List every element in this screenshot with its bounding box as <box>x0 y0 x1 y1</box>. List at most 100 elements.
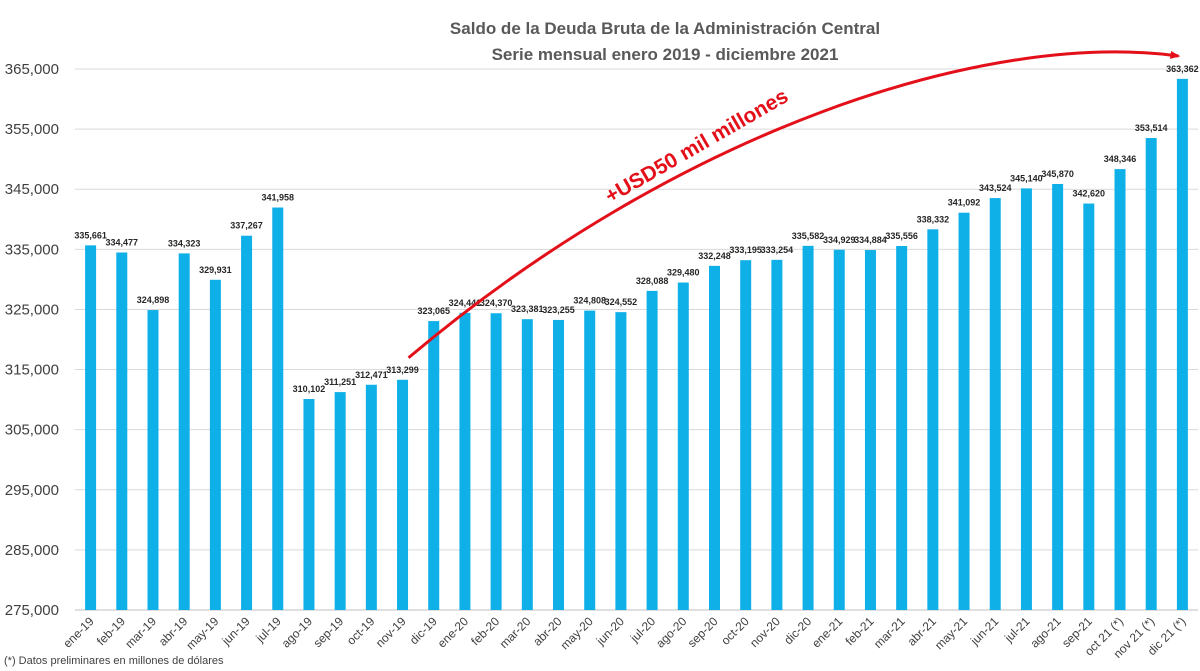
bar <box>209 279 221 610</box>
data-label: 341,092 <box>948 198 981 208</box>
x-tick-label: nov-19 <box>373 614 409 650</box>
y-tick-label: 275,000 <box>5 602 59 619</box>
chart-subtitle: Serie mensual enero 2019 - diciembre 202… <box>492 45 839 64</box>
x-tick-label: oct-20 <box>718 614 752 648</box>
data-label: 328,088 <box>636 276 669 286</box>
gridlines <box>75 68 1198 611</box>
x-tick-label: mar-21 <box>871 614 908 651</box>
x-tick-label: ene-20 <box>435 614 472 651</box>
bar <box>771 259 783 610</box>
bar <box>553 319 565 610</box>
data-label: 345,140 <box>1010 173 1043 183</box>
y-tick-label: 355,000 <box>5 121 59 138</box>
bar <box>490 313 502 610</box>
x-tick-label: ago-21 <box>1027 614 1064 651</box>
bar <box>864 250 876 610</box>
bar <box>927 229 939 610</box>
data-label: 343,524 <box>979 183 1012 193</box>
data-label: 310,102 <box>293 384 326 394</box>
bar <box>740 260 752 610</box>
bar <box>708 265 720 610</box>
data-label: 333,254 <box>761 245 794 255</box>
y-axis: 275,000 285,000 295,000 305,000 315,000 325,0… <box>5 61 59 619</box>
bar <box>1052 183 1064 610</box>
bar <box>85 245 97 610</box>
bar <box>303 398 315 610</box>
data-label: 324,898 <box>137 295 170 305</box>
bar <box>521 319 533 610</box>
bar <box>989 198 1001 611</box>
y-tick-label: 325,000 <box>5 301 59 318</box>
data-label: 333,195 <box>729 245 762 255</box>
data-label: 324,441 <box>449 298 482 308</box>
bar <box>365 384 377 610</box>
data-label: 323,255 <box>542 305 575 315</box>
data-label: 313,299 <box>386 365 419 375</box>
x-tick-label: mar-20 <box>497 614 534 651</box>
bar <box>178 253 190 610</box>
bar <box>677 282 689 610</box>
bar <box>896 245 908 610</box>
y-tick-label: 315,000 <box>5 362 59 379</box>
data-label: 334,929 <box>823 235 856 245</box>
data-label: 338,332 <box>917 214 950 224</box>
data-label: 337,267 <box>230 221 263 231</box>
bar <box>334 392 346 610</box>
x-tick-label: may-21 <box>932 614 970 652</box>
data-label: 323,381 <box>511 304 544 314</box>
data-label: 348,346 <box>1104 154 1137 164</box>
y-tick-label: 305,000 <box>5 422 59 439</box>
data-label: 324,370 <box>480 298 513 308</box>
x-tick-label: ene-19 <box>60 614 97 651</box>
x-tick-label: sep-19 <box>310 614 346 650</box>
x-tick-label: may-19 <box>183 614 221 652</box>
x-tick-label: may-20 <box>558 614 596 652</box>
data-label: 345,870 <box>1041 169 1074 179</box>
data-label: 324,808 <box>573 296 606 306</box>
bar <box>1114 169 1126 610</box>
x-tick-label: jun-19 <box>218 614 252 648</box>
bar <box>802 245 814 610</box>
bar <box>428 321 440 610</box>
data-label: 323,065 <box>417 306 450 316</box>
x-tick-label: oct-19 <box>344 614 378 648</box>
bar <box>584 310 596 610</box>
data-label: 324,552 <box>605 297 638 307</box>
bar <box>241 235 253 610</box>
growth-arrow <box>407 50 1181 359</box>
bar <box>116 252 128 610</box>
data-label: 342,620 <box>1073 189 1106 199</box>
bar <box>646 290 658 610</box>
bar <box>833 249 845 610</box>
bar <box>1176 78 1188 611</box>
x-tick-label: ago-20 <box>653 614 690 651</box>
x-tick-label: nov-20 <box>747 614 783 650</box>
data-label: 332,248 <box>698 251 731 261</box>
y-tick-label: 335,000 <box>5 241 59 258</box>
data-label: 334,477 <box>106 237 139 247</box>
y-tick-label: 295,000 <box>5 482 59 499</box>
x-tick-label: ago-19 <box>279 614 316 651</box>
chart-title: Saldo de la Deuda Bruta de la Administra… <box>450 19 880 38</box>
y-tick-label: 345,000 <box>5 181 59 198</box>
bar <box>1020 188 1032 610</box>
bar <box>459 312 471 610</box>
x-tick-label: mar-19 <box>122 614 159 651</box>
bar <box>958 212 970 611</box>
x-tick-label: jun-20 <box>593 614 627 648</box>
data-label: 335,582 <box>792 231 825 241</box>
bars <box>85 78 1188 611</box>
data-label: 312,471 <box>355 370 388 380</box>
data-label: 329,931 <box>199 265 232 275</box>
footnote: (*) Datos preliminares en millones de dó… <box>4 655 224 667</box>
data-label: 335,661 <box>74 230 107 240</box>
data-label: 329,480 <box>667 268 700 278</box>
data-label: 353,514 <box>1135 123 1168 133</box>
data-label: 334,884 <box>854 235 887 245</box>
data-label: 335,556 <box>885 231 918 241</box>
data-label: 341,958 <box>261 193 294 203</box>
bar <box>147 310 159 610</box>
